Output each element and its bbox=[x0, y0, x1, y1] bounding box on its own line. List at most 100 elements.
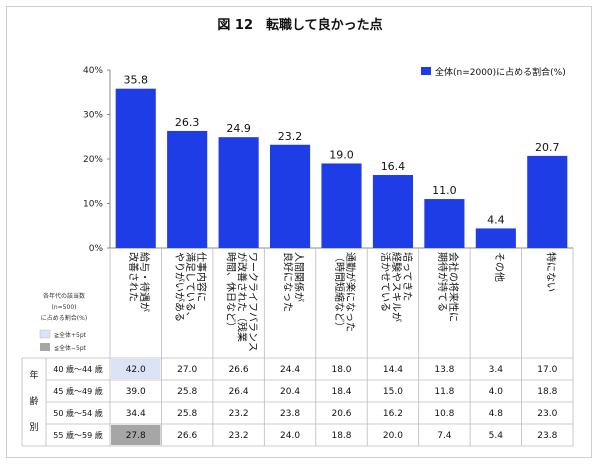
table-cell: 27.0 bbox=[177, 365, 197, 375]
table-cell: 42.0 bbox=[126, 365, 146, 375]
table-cell: 26.4 bbox=[229, 387, 249, 397]
category-label-line: 良好になった bbox=[282, 252, 295, 312]
category-label-line: 活かせている bbox=[379, 252, 391, 312]
bar bbox=[527, 155, 568, 248]
table-cell: 20.6 bbox=[331, 409, 351, 419]
category-label-line: やりがいがある bbox=[173, 252, 186, 322]
category-label-line: 満足している、 bbox=[184, 252, 196, 322]
y-tick-label: 0% bbox=[89, 244, 104, 254]
bar bbox=[475, 228, 516, 248]
table-note-line: (n=500) bbox=[52, 304, 77, 311]
category-label-line: 給与・待遇が bbox=[138, 252, 151, 312]
value-label: 35.8 bbox=[123, 74, 148, 87]
table-cell: 18.8 bbox=[537, 387, 557, 397]
age-label: 45 歳～49 歳 bbox=[53, 386, 102, 396]
chart-title: 図 12 転職して良かった点 bbox=[217, 17, 382, 33]
table-cell: 27.8 bbox=[126, 431, 146, 441]
table-note-line: に占める割合(%) bbox=[41, 314, 87, 322]
side-label-char: 齢 bbox=[29, 395, 38, 407]
table-cell: 26.6 bbox=[177, 431, 197, 441]
table-cell: 23.8 bbox=[537, 431, 557, 441]
table-cell: 24.4 bbox=[280, 365, 300, 375]
value-label: 23.2 bbox=[278, 130, 303, 143]
category-label-line: が改善された（残業 bbox=[236, 252, 249, 342]
y-tick-label: 40% bbox=[83, 66, 103, 76]
legend-label: 全体(n=2000)に占める割合(%) bbox=[435, 66, 566, 78]
age-table: 年齢別 40 歳～44 歳 42.0 27.0 26.6 24.4 18.0 14.4 13.8… bbox=[22, 357, 573, 447]
legend-swatch bbox=[421, 67, 431, 75]
category-label-line: 期待が持てる bbox=[436, 252, 449, 312]
table-notes: 各年代の該当数 (n=500) に占める割合(%) ≧全体+5pt ≦全体−5pt bbox=[39, 292, 87, 352]
table-cell: 4.0 bbox=[489, 387, 504, 397]
table-cell: 16.2 bbox=[383, 409, 403, 419]
y-tick-label: 20% bbox=[83, 155, 103, 165]
category-label-line: 会社の将来性に bbox=[447, 252, 460, 322]
table-cell: 7.4 bbox=[437, 431, 452, 441]
table-cell: 18.0 bbox=[331, 365, 351, 375]
age-label: 40 歳～44 歳 bbox=[53, 364, 102, 374]
table-cell: 25.8 bbox=[177, 409, 197, 419]
category-label-line: 培ってきた bbox=[401, 252, 414, 301]
value-label: 16.4 bbox=[381, 160, 406, 173]
y-axis-ticks: 0% 10% 20% 30% 40% bbox=[83, 66, 103, 254]
cell-highlight-minus bbox=[111, 425, 161, 445]
table-cell: 23.2 bbox=[229, 431, 249, 441]
key-plus-label: ≧全体+5pt bbox=[54, 331, 87, 339]
age-label: 55 歳～59 歳 bbox=[53, 430, 102, 440]
value-labels: 35.8 26.3 24.9 23.2 19.0 16.4 11.0 4.4 20.7 bbox=[123, 74, 559, 227]
bar bbox=[218, 137, 259, 248]
value-label: 4.4 bbox=[487, 213, 505, 226]
bar bbox=[424, 199, 465, 248]
category-label-line: 人間関係が bbox=[293, 252, 306, 302]
side-label-char: 別 bbox=[29, 422, 38, 433]
bar bbox=[269, 144, 311, 248]
value-label: 26.3 bbox=[175, 116, 200, 129]
table-cell: 18.8 bbox=[331, 431, 351, 441]
table-cell: 26.6 bbox=[229, 365, 249, 375]
value-label: 24.9 bbox=[226, 122, 251, 135]
table-note-line: 各年代の該当数 bbox=[43, 292, 85, 300]
bars bbox=[115, 88, 568, 248]
table-cell: 3.4 bbox=[489, 365, 504, 375]
table-cell: 23.8 bbox=[280, 409, 300, 419]
table-cell: 4.8 bbox=[489, 409, 504, 419]
side-label-char: 年 bbox=[29, 369, 38, 381]
table-cell: 17.0 bbox=[537, 365, 557, 375]
category-label-line: 通勤が楽になった bbox=[344, 252, 357, 332]
category-label: その他 bbox=[493, 252, 506, 282]
table-cell: 24.0 bbox=[280, 431, 300, 441]
table-cell: 5.4 bbox=[489, 431, 504, 441]
table-cell: 20.0 bbox=[383, 431, 403, 441]
key-minus-swatch bbox=[40, 343, 50, 351]
category-label-line: 改善された bbox=[127, 252, 140, 302]
bar bbox=[372, 175, 414, 248]
table-cell: 18.4 bbox=[331, 387, 351, 397]
value-label: 20.7 bbox=[535, 141, 560, 154]
value-label: 11.0 bbox=[432, 184, 457, 197]
table-cell: 23.2 bbox=[229, 409, 249, 419]
table-cell: 10.8 bbox=[434, 409, 454, 419]
table-cell: 15.0 bbox=[383, 387, 403, 397]
legend: 全体(n=2000)に占める割合(%) bbox=[421, 66, 566, 78]
table-cell: 34.4 bbox=[126, 409, 146, 419]
table-cell: 23.0 bbox=[537, 409, 557, 419]
table-cell: 13.8 bbox=[434, 365, 454, 375]
category-label: 特にない bbox=[544, 252, 556, 292]
category-label-line: 特にない bbox=[544, 252, 556, 292]
table-cell: 11.8 bbox=[434, 387, 454, 397]
table-cell: 14.4 bbox=[383, 365, 403, 375]
age-label: 50 歳～54 歳 bbox=[53, 408, 102, 418]
y-tick-label: 30% bbox=[83, 111, 103, 121]
cell-highlight-plus bbox=[111, 359, 161, 379]
value-label: 19.0 bbox=[329, 148, 354, 161]
bar bbox=[115, 88, 156, 248]
